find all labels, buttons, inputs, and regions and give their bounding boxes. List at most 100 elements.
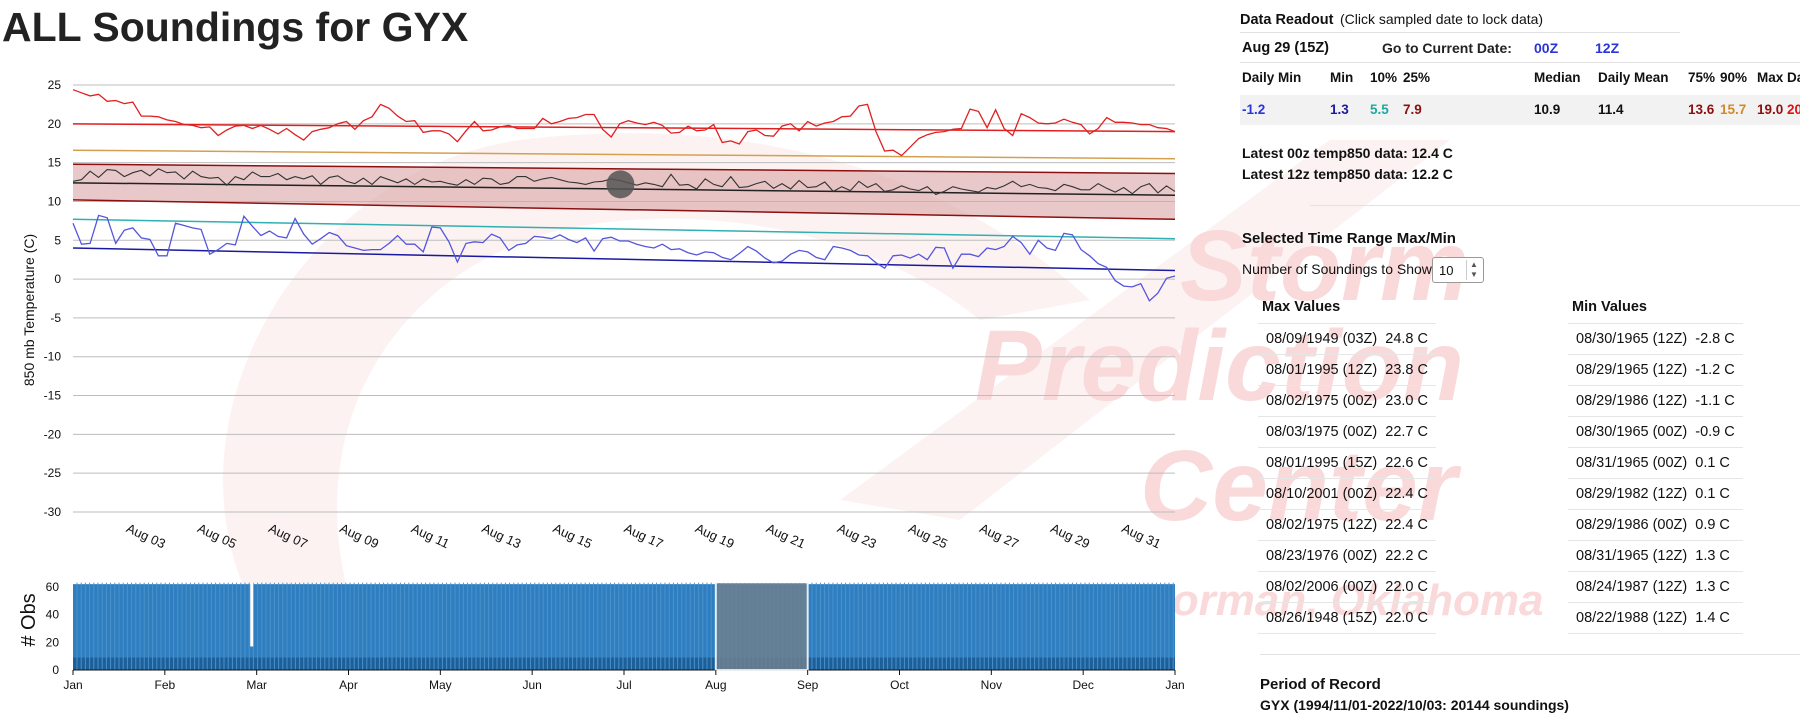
x-tick-label: Aug 31: [1120, 520, 1164, 551]
latest-00z-text: Latest 00z temp850 data: 12.4 C: [1242, 145, 1453, 161]
max-value-date: 08/02/1975 (12Z): [1258, 509, 1386, 541]
stepper-down-icon[interactable]: ▼: [1470, 270, 1478, 279]
max-value-date: 08/10/2001 (00Z): [1258, 478, 1386, 510]
max-value-date: 08/03/1975 (00Z): [1258, 416, 1386, 448]
max-value-date: 08/26/1948 (15Z): [1258, 602, 1386, 634]
max-value-date: 08/09/1949 (03Z): [1258, 323, 1386, 355]
max-value-value: 22.0 C: [1385, 602, 1436, 634]
x-tick-label: Aug 09: [337, 520, 381, 551]
stat-value: 10.9: [1534, 102, 1561, 117]
max-value-value: 22.4 C: [1385, 478, 1436, 510]
min-value-row[interactable]: 08/29/1965 (12Z) -1.2 C: [1568, 354, 1743, 386]
y-axis-label: 850 mb Temperature (C): [21, 234, 37, 386]
hover-marker-dot: [606, 170, 635, 199]
x-tick-label: Aug 19: [693, 520, 737, 551]
x-tick-label: Aug 11: [409, 521, 452, 552]
obs-y-tick-label: 20: [46, 635, 60, 649]
min-value-date: 08/30/1965 (12Z): [1568, 323, 1696, 355]
soundings-count-stepper[interactable]: 10 ▲ ▼: [1432, 257, 1484, 283]
max-value-date: 08/01/1995 (15Z): [1258, 447, 1386, 479]
min-value-row[interactable]: 08/31/1965 (00Z) 0.1 C: [1568, 447, 1743, 479]
stat-label: Min: [1330, 70, 1354, 85]
y-tick-label: 10: [48, 194, 62, 208]
max-value-row[interactable]: 08/01/1995 (15Z) 22.6 C: [1258, 447, 1436, 479]
min-value-date: 08/29/1982 (12Z): [1568, 478, 1696, 510]
obs-count-chart[interactable]: # Obs 60 40 20 0 Jan Feb Mar Apr May Jun Jul Aug Se…: [0, 570, 1200, 709]
month-label: Apr: [339, 678, 358, 692]
min-value-row[interactable]: 08/29/1986 (12Z) -1.1 C: [1568, 385, 1743, 417]
min-value-date: 08/29/1965 (12Z): [1568, 354, 1696, 386]
max-value-value: 22.0 C: [1385, 571, 1436, 603]
min-value-date: 08/31/1965 (00Z): [1568, 447, 1696, 479]
x-tick-label: Aug 17: [622, 520, 666, 551]
obs-bars-fill: [73, 584, 1175, 670]
min-value-row[interactable]: 08/30/1965 (00Z) -0.9 C: [1568, 416, 1743, 448]
max-value-row[interactable]: 08/09/1949 (03Z) 24.8 C: [1258, 323, 1436, 355]
min-value-value: -2.8 C: [1695, 323, 1743, 355]
x-tick-labels: Aug 03 Aug 05 Aug 07 Aug 09 Aug 11 Aug 13 Aug …: [124, 520, 1163, 551]
stepper-arrows[interactable]: ▲ ▼: [1466, 260, 1481, 280]
obs-y-axis-label: # Obs: [18, 593, 40, 646]
max-value-value: 22.4 C: [1385, 509, 1436, 541]
goto-00z-link[interactable]: 00Z: [1534, 40, 1559, 56]
max-value-row[interactable]: 08/02/1975 (12Z) 22.4 C: [1258, 509, 1436, 541]
min-value-value: 0.1 C: [1695, 478, 1743, 510]
min-value-row[interactable]: 08/24/1987 (12Z) 1.3 C: [1568, 571, 1743, 603]
max-value-row[interactable]: 08/10/2001 (00Z) 22.4 C: [1258, 478, 1436, 510]
divider: [1240, 62, 1800, 63]
max-line: [72, 123, 1176, 133]
max-values-table: Max Values 08/09/1949 (03Z) 24.8 C 08/01/1…: [1258, 297, 1436, 634]
max-values-header: Max Values: [1262, 299, 1341, 315]
soundings-count-value: 10: [1439, 263, 1454, 278]
p25-line: [72, 199, 1176, 221]
hover-marker: [606, 170, 635, 199]
max-value-row[interactable]: 08/23/1976 (00Z) 22.2 C: [1258, 540, 1436, 572]
min-value-row[interactable]: 08/29/1986 (00Z) 0.9 C: [1568, 509, 1743, 541]
record-text: GYX (1994/11/01-2022/10/03: 20144 soundi…: [1260, 697, 1569, 713]
record-heading: Period of Record: [1260, 676, 1381, 693]
p10-line: [72, 218, 1176, 240]
x-tick-label: Aug 23: [835, 520, 879, 551]
stat-label: Daily Mean: [1598, 70, 1669, 85]
stat-value: 1.3: [1330, 102, 1349, 117]
max-value-value: 22.6 C: [1385, 447, 1436, 479]
max-value-value: 22.2 C: [1385, 540, 1436, 572]
soundings-label: Number of Soundings to Show:: [1242, 261, 1436, 277]
min-value-value: 1.4 C: [1695, 602, 1743, 634]
x-tick-label: Aug 21: [764, 520, 808, 551]
min-value-row[interactable]: 08/22/1988 (12Z) 1.4 C: [1568, 602, 1743, 634]
month-label: Nov: [981, 678, 1002, 692]
selection-brush[interactable]: [714, 581, 809, 671]
min-value-value: -1.2 C: [1695, 354, 1743, 386]
max-value-date: 08/02/1975 (00Z): [1258, 385, 1386, 417]
min-value-date: 08/29/1986 (12Z): [1568, 385, 1696, 417]
obs-y-tick-labels: 60 40 20 0: [46, 580, 60, 677]
obs-y-tick-label: 0: [52, 663, 59, 677]
min-value-row[interactable]: 08/29/1982 (12Z) 0.1 C: [1568, 478, 1743, 510]
max-value-date: 08/02/2006 (00Z): [1258, 571, 1386, 603]
month-label: Dec: [1072, 678, 1093, 692]
min-value-row[interactable]: 08/30/1965 (12Z) -2.8 C: [1568, 323, 1743, 355]
obs-selection-brush[interactable]: [714, 581, 809, 671]
min-value-row[interactable]: 08/31/1965 (12Z) 1.3 C: [1568, 540, 1743, 572]
x-tick-label: Aug 03: [124, 520, 168, 551]
max-value-row[interactable]: 08/02/2006 (00Z) 22.0 C: [1258, 571, 1436, 603]
stat-value: 19.0: [1757, 102, 1784, 117]
max-value-row[interactable]: 08/01/1995 (12Z) 23.8 C: [1258, 354, 1436, 386]
max-value-row[interactable]: 08/03/1975 (00Z) 22.7 C: [1258, 416, 1436, 448]
min-value-value: 1.3 C: [1695, 540, 1743, 572]
y-tick-label: -20: [44, 427, 62, 441]
divider: [1260, 654, 1800, 655]
stepper-up-icon[interactable]: ▲: [1470, 260, 1478, 269]
max-value-row[interactable]: 08/02/1975 (00Z) 23.0 C: [1258, 385, 1436, 417]
month-label: Sep: [797, 678, 819, 692]
p90-line: [72, 149, 1176, 160]
goto-12z-link[interactable]: 12Z: [1595, 40, 1620, 56]
temperature-chart[interactable]: 25 20 15 10 5 0 -5 -10 -15 -20 -25 -30 850 mb Tempe…: [0, 62, 1200, 567]
y-tick-label: -5: [50, 311, 61, 325]
min-value-date: 08/29/1986 (00Z): [1568, 509, 1696, 541]
stat-value: -1.2: [1242, 102, 1266, 117]
y-tick-label: 20: [48, 117, 62, 131]
max-value-row[interactable]: 08/26/1948 (15Z) 22.0 C: [1258, 602, 1436, 634]
x-tick-label: Aug 27: [977, 520, 1021, 551]
